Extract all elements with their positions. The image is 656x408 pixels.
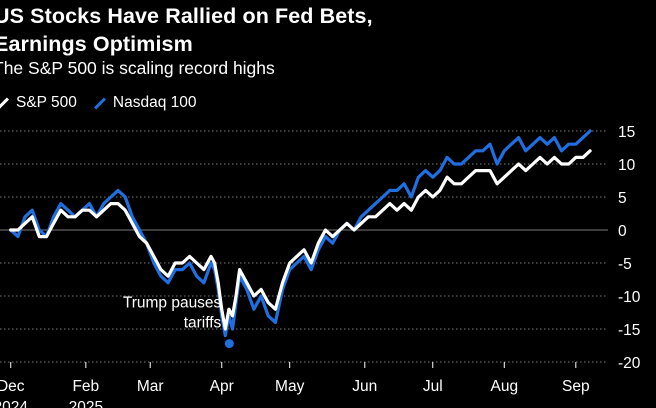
legend-label-nasdaq: Nasdaq 100 xyxy=(112,94,197,111)
x-tick-label-1: Feb xyxy=(72,378,99,395)
y-tick-label-5: -10 xyxy=(618,289,641,306)
legend-label-sp500: S&P 500 xyxy=(16,94,77,111)
annotation-text-0-0: Trump pauses xyxy=(123,295,222,312)
chart-legend: S&P 500 Nasdaq 100 xyxy=(0,94,197,112)
y-tick-label-0: 15 xyxy=(618,124,635,141)
chart-title-line-1: US Stocks Have Rallied on Fed Bets, xyxy=(0,4,373,28)
legend-item-sp500: S&P 500 xyxy=(0,94,77,112)
legend-item-nasdaq: Nasdaq 100 xyxy=(93,94,197,112)
x-tick-label-0: Dec xyxy=(0,378,25,395)
y-tick-label-1: 10 xyxy=(618,157,636,174)
x-tick-label-6: Jul xyxy=(423,378,443,395)
chart-subtitle: The S&P 500 is scaling record highs xyxy=(0,58,275,78)
series-line-s-p-500 xyxy=(9,149,592,331)
y-tick-label-3: 0 xyxy=(618,223,627,240)
y-tick-label-7: -20 xyxy=(618,355,641,372)
y-tick-label-6: -15 xyxy=(618,322,640,339)
x-tick-sublabel-1: 2025 xyxy=(69,399,103,408)
x-tick-sublabel-0: 2024 xyxy=(0,399,28,408)
x-tick-label-5: Jun xyxy=(352,378,377,395)
x-tick-label-7: Aug xyxy=(490,378,518,395)
annotation-marker-0 xyxy=(224,339,234,349)
chart-title: US Stocks Have Rallied on Fed Bets, Earn… xyxy=(0,2,373,58)
x-tick-label-2: Mar xyxy=(137,378,164,395)
y-tick-label-2: 5 xyxy=(618,190,627,207)
x-tick-label-8: Sep xyxy=(562,378,590,395)
x-tick-label-3: Apr xyxy=(210,378,234,395)
x-tick-label-4: May xyxy=(275,378,305,395)
chart-title-line-2: Earnings Optimism xyxy=(0,32,193,56)
series-line-nasdaq-100 xyxy=(9,129,592,338)
annotation-text-0-1: tariffs xyxy=(184,315,222,332)
y-tick-label-4: -5 xyxy=(618,256,632,273)
